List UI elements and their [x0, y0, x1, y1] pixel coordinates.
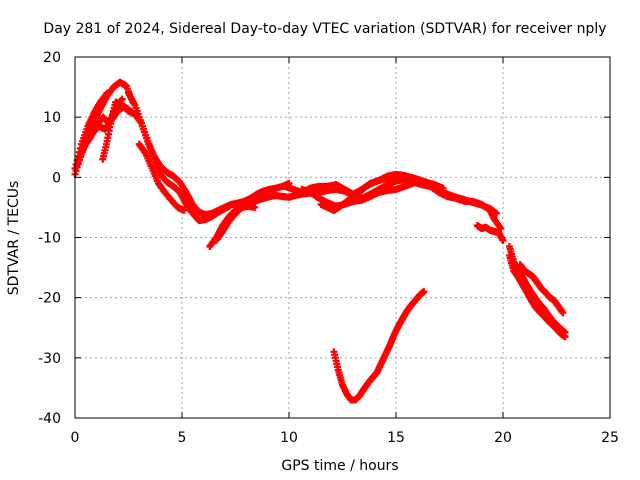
data-point — [238, 203, 246, 211]
y-axis-label: SDTVAR / TECUs — [6, 181, 22, 296]
y-tick-label: 10 — [43, 110, 61, 126]
series-track-f — [135, 140, 188, 214]
series-track-n — [473, 221, 507, 245]
labels-layer: Day 281 of 2024, Sidereal Day-to-day VTE… — [6, 21, 619, 474]
y-tick-label: -30 — [38, 351, 61, 367]
data-point — [103, 89, 111, 97]
series-track-i — [212, 203, 246, 245]
y-tick-label: -20 — [38, 291, 61, 307]
data-point — [180, 206, 188, 214]
data-point — [420, 288, 428, 296]
y-tick-label: 0 — [52, 170, 61, 186]
series-track-r — [516, 261, 567, 317]
series-track-q — [505, 252, 569, 341]
x-tick-label: 0 — [71, 430, 80, 446]
x-tick-label: 25 — [601, 430, 619, 446]
data-point — [559, 309, 567, 317]
series-track-p — [505, 243, 569, 337]
x-axis-label: GPS time / hours — [281, 458, 398, 474]
x-tick-label: 15 — [387, 430, 405, 446]
data-point — [409, 179, 417, 187]
chart-title: Day 281 of 2024, Sidereal Day-to-day VTE… — [43, 21, 606, 37]
series-track-o — [330, 288, 428, 404]
x-tick-label: 5 — [178, 430, 187, 446]
y-tick-label: -10 — [38, 231, 61, 247]
series-track-g — [125, 89, 293, 219]
x-tick-label: 20 — [494, 430, 512, 446]
y-tick-label: -40 — [38, 411, 61, 427]
series-track-m — [298, 179, 417, 210]
data-point — [439, 184, 447, 192]
x-tick-label: 10 — [280, 430, 298, 446]
grid-layer — [75, 57, 610, 418]
data-layer — [71, 78, 569, 404]
data-point — [499, 237, 507, 245]
data-point — [251, 203, 259, 211]
data-point — [497, 224, 505, 232]
series-track-l — [317, 172, 447, 214]
axes-layer — [74, 56, 611, 419]
data-point — [561, 333, 569, 341]
y-tick-label: 20 — [43, 50, 61, 66]
